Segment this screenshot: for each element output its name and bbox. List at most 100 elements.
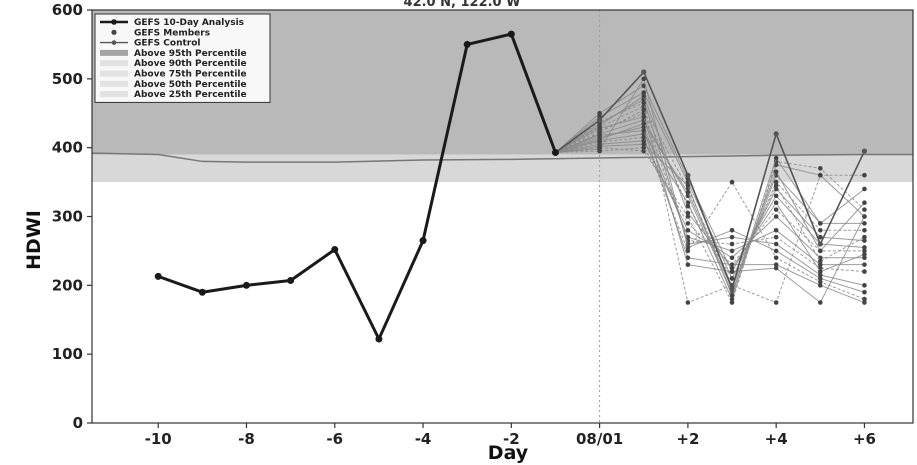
control-point-5 — [729, 286, 735, 292]
member-point-5-7 — [818, 234, 823, 240]
legend-swatch-band-4 — [100, 49, 128, 56]
member-point-18-8 — [862, 200, 867, 206]
control-point-2 — [597, 117, 603, 123]
member-point-13-7 — [818, 279, 823, 285]
control-point-8 — [861, 148, 868, 154]
member-point-16-6 — [773, 300, 779, 305]
legend-swatch-marker-1 — [111, 19, 117, 25]
legend-label-4: Above 95th Percentile — [134, 49, 247, 59]
member-point-13-8 — [862, 296, 867, 302]
member-point-5-3 — [641, 90, 647, 95]
member-line-4 — [555, 105, 865, 287]
member-point-20-5 — [729, 265, 735, 271]
member-point-10-8 — [862, 269, 867, 274]
legend-label-8: Above 25th Percentile — [134, 90, 247, 100]
member-point-16-8 — [862, 172, 867, 178]
member-point-17-5 — [729, 293, 735, 298]
legend-box — [94, 13, 271, 103]
member-point-7-4 — [685, 221, 691, 226]
member-line-19 — [555, 109, 865, 280]
axis-ticks: 0 100 200 300 400 500 600 -10 -8 -6 -4 -2 08/01 +2 +4 +… — [52, 1, 876, 448]
member-line-13 — [555, 136, 865, 300]
member-point-12-3 — [641, 76, 647, 82]
control-point-6 — [773, 131, 779, 137]
member-point-12-4 — [685, 245, 691, 250]
y-tick-label-600: 600 — [52, 1, 83, 19]
member-point-20-7 — [818, 269, 823, 274]
member-point-20-3 — [641, 93, 647, 99]
member-point-4-6 — [773, 179, 779, 185]
member-point-14-4 — [685, 255, 691, 261]
legend-swatch-band-8 — [100, 91, 128, 98]
y-tick-label-400: 400 — [52, 139, 83, 157]
member-point-13-5 — [729, 179, 735, 185]
analysis-point-8 — [463, 40, 471, 48]
analysis-point-7 — [419, 237, 427, 245]
member-line-20 — [555, 95, 865, 273]
member-point-15-4 — [685, 262, 691, 267]
member-point-7-8 — [862, 248, 867, 254]
member-point-4-8 — [862, 227, 867, 233]
analysis-point-2 — [198, 288, 206, 296]
member-point-19-2 — [597, 130, 602, 135]
member-point-13-3 — [641, 135, 647, 140]
x-tick-label-5: -2 — [503, 430, 520, 448]
control-point-4 — [685, 172, 691, 178]
analysis-point-9 — [507, 30, 515, 38]
y-axis-label: HDWI — [23, 210, 45, 270]
member-point-13-6 — [773, 255, 779, 261]
member-line-12 — [555, 77, 865, 293]
member-point-16-7 — [818, 172, 823, 178]
reference-lines — [91, 10, 913, 423]
legend-label-7: Above 50th Percentile — [134, 80, 247, 90]
member-point-14-7 — [818, 283, 823, 288]
member-point-1-4 — [685, 214, 691, 219]
analysis-point-3 — [242, 281, 250, 289]
member-point-19-8 — [862, 234, 867, 240]
member-point-19-7 — [818, 258, 823, 264]
member-point-8-6 — [773, 214, 779, 219]
member-point-2-6 — [773, 162, 779, 168]
analysis-point-4 — [287, 277, 295, 285]
x-tick-label-7: +2 — [676, 430, 699, 448]
member-point-12-5 — [729, 227, 735, 233]
member-point-15-8 — [862, 214, 867, 219]
member-point-15-3 — [641, 114, 647, 119]
y-tick-label-200: 200 — [52, 276, 83, 294]
member-point-7-6 — [773, 207, 779, 212]
member-point-5-8 — [862, 238, 867, 243]
member-line-1 — [555, 147, 865, 304]
control-series-line — [554, 70, 866, 292]
member-line-10 — [555, 112, 865, 273]
x-axis-label: Day — [488, 442, 529, 464]
analysis-point-5 — [331, 246, 339, 254]
y-tick-label-0: 0 — [73, 414, 83, 432]
legend-swatch-band-6 — [100, 70, 128, 77]
control-point-7 — [817, 241, 823, 247]
x-tick-label-6: 08/01 — [576, 430, 623, 448]
member-point-9-8 — [862, 262, 867, 267]
member-point-1-8 — [862, 207, 867, 212]
member-point-11-6 — [773, 241, 779, 247]
member-point-11-7 — [818, 272, 823, 278]
analysis-point-10 — [551, 148, 559, 156]
member-point-17-6 — [773, 155, 779, 161]
member-point-10-6 — [773, 234, 779, 240]
member-point-19-5 — [729, 276, 735, 281]
member-point-9-7 — [818, 262, 823, 267]
member-point-19-4 — [685, 203, 691, 209]
member-line-2 — [555, 133, 865, 301]
member-line-9 — [555, 126, 865, 266]
member-point-20-8 — [862, 252, 867, 257]
legend-label-1: GEFS 10-Day Analysis — [134, 18, 244, 28]
legend-swatch-band-5 — [100, 60, 128, 67]
member-line-15 — [555, 116, 865, 304]
member-point-9-6 — [773, 227, 779, 233]
member-point-18-3 — [641, 121, 647, 126]
member-point-1-5 — [729, 300, 735, 305]
x-tick-label-3: -6 — [326, 430, 343, 448]
analysis-series-line — [157, 32, 557, 341]
member-point-17-7 — [818, 221, 823, 226]
